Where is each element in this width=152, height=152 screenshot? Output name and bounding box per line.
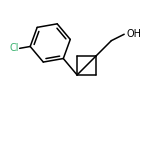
Text: OH: OH	[126, 29, 141, 39]
Text: Cl: Cl	[9, 43, 19, 53]
